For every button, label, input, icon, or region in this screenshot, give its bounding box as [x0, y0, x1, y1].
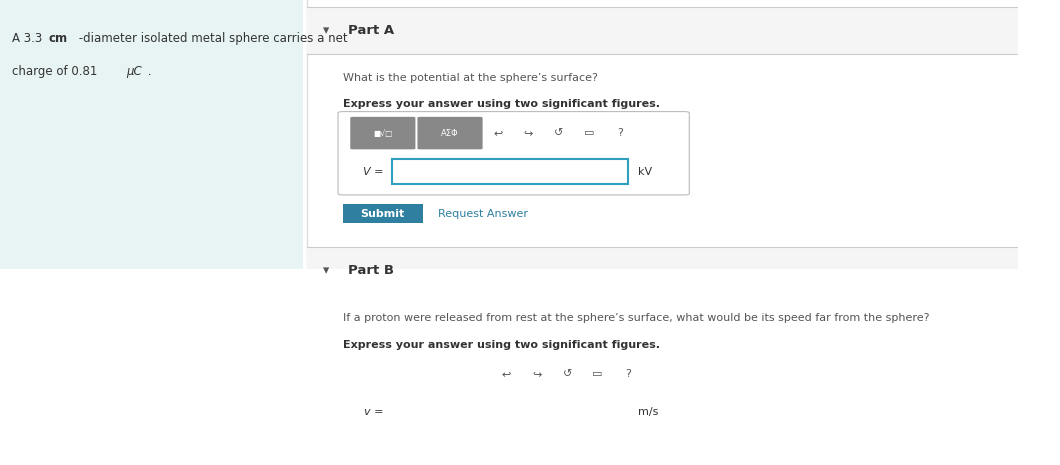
Text: V =: V = — [364, 167, 384, 177]
Text: Express your answer using two significant figures.: Express your answer using two significan… — [343, 100, 660, 109]
Text: ΑΣΦ: ΑΣΦ — [441, 129, 459, 138]
Text: Request Answer: Request Answer — [438, 209, 528, 219]
FancyBboxPatch shape — [392, 400, 629, 425]
FancyBboxPatch shape — [358, 358, 424, 390]
Text: μC: μC — [126, 65, 142, 78]
Text: ↩: ↩ — [493, 128, 502, 138]
FancyBboxPatch shape — [307, 7, 1019, 54]
FancyBboxPatch shape — [338, 112, 689, 195]
Text: charge of 0.81: charge of 0.81 — [13, 65, 102, 78]
FancyBboxPatch shape — [343, 353, 352, 434]
FancyBboxPatch shape — [0, 0, 303, 269]
Text: Express your answer using two significant figures.: Express your answer using two significan… — [343, 340, 660, 350]
Text: ▾: ▾ — [322, 24, 329, 37]
Text: ?: ? — [617, 128, 623, 138]
Text: Part B: Part B — [348, 265, 394, 278]
Text: ?: ? — [625, 369, 631, 379]
Text: ▭: ▭ — [593, 369, 603, 379]
FancyBboxPatch shape — [343, 204, 423, 223]
Text: ↪: ↪ — [524, 128, 533, 138]
FancyBboxPatch shape — [350, 117, 416, 149]
Text: ↪: ↪ — [532, 369, 542, 379]
Text: ↩: ↩ — [501, 369, 511, 379]
Text: ↺: ↺ — [563, 369, 571, 379]
FancyBboxPatch shape — [425, 358, 491, 390]
Text: cm: cm — [49, 32, 68, 45]
Text: Part A: Part A — [348, 24, 394, 37]
Text: ↺: ↺ — [554, 128, 564, 138]
Text: ▭: ▭ — [584, 128, 595, 138]
Text: -diameter isolated metal sphere carries a net: -diameter isolated metal sphere carries … — [75, 32, 348, 45]
Text: ■√□: ■√□ — [373, 129, 392, 138]
Text: m/s: m/s — [638, 407, 658, 418]
Text: What is the potential at the sphere’s surface?: What is the potential at the sphere’s su… — [343, 73, 598, 83]
Text: kV: kV — [638, 167, 653, 177]
FancyBboxPatch shape — [418, 117, 482, 149]
Text: ■√□: ■√□ — [382, 369, 401, 378]
Text: ▾: ▾ — [322, 265, 329, 278]
FancyBboxPatch shape — [307, 247, 1019, 294]
Text: Submit: Submit — [360, 209, 405, 219]
FancyBboxPatch shape — [338, 352, 689, 436]
Text: .: . — [143, 65, 152, 78]
Text: A 3.3: A 3.3 — [13, 32, 47, 45]
Text: v =: v = — [365, 407, 384, 418]
FancyBboxPatch shape — [392, 159, 629, 184]
Text: If a proton were released from rest at the sphere’s surface, what would be its s: If a proton were released from rest at t… — [343, 313, 930, 323]
Text: ΑΣΦ: ΑΣΦ — [449, 369, 467, 378]
